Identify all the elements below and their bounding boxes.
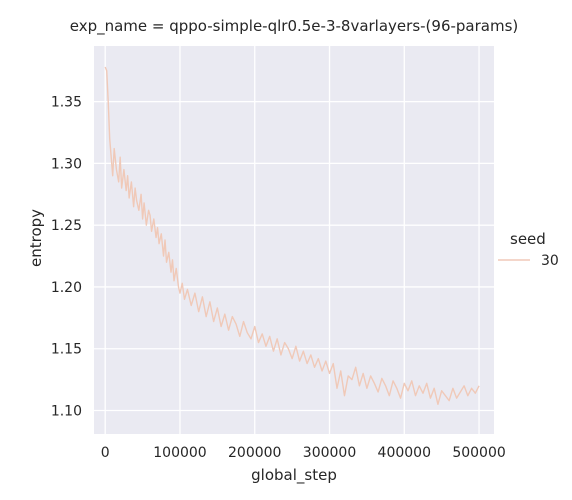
y-tick-label: 1.25 (51, 218, 82, 234)
x-tick-label: 500000 (452, 445, 505, 461)
x-tick-label: 0 (101, 445, 110, 461)
x-ticks: 0 100000 200000 300000 400000 500000 (101, 445, 506, 461)
series-lines (104, 66, 480, 406)
y-tick-label: 1.10 (51, 404, 82, 420)
y-tick-label: 1.30 (51, 156, 82, 172)
plot-area (94, 46, 494, 434)
legend-title: seed (510, 230, 546, 248)
x-tick-label: 300000 (303, 445, 356, 461)
x-axis-label: global_step (251, 466, 337, 485)
legend-label-30: 30 (541, 253, 559, 269)
x-tick-label: 100000 (153, 445, 206, 461)
legend: seed 30 (498, 230, 559, 269)
y-tick-label: 1.35 (51, 95, 82, 111)
y-tick-label: 1.15 (51, 342, 82, 358)
grid (94, 46, 494, 434)
y-axis-label: entropy (27, 209, 45, 267)
y-ticks: 1.10 1.15 1.20 1.25 1.30 1.35 (51, 95, 82, 420)
y-tick-label: 1.20 (51, 280, 82, 296)
x-tick-label: 200000 (228, 445, 281, 461)
x-tick-label: 400000 (378, 445, 431, 461)
series-line-30 (104, 66, 480, 406)
chart-title: exp_name = qppo-simple-qlr0.5e-3-8varlay… (70, 17, 519, 36)
